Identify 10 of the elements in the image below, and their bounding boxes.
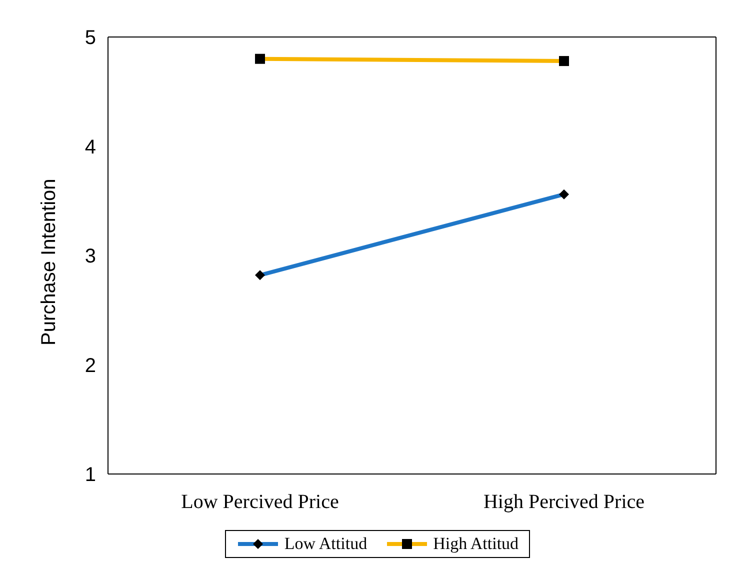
y-tick-label: 1 <box>84 464 96 486</box>
x-tick-label: High Percived Price <box>483 491 645 514</box>
y-tick-label: 2 <box>84 354 96 377</box>
legend-label: Low Attitud <box>284 534 368 554</box>
y-tick-label: 4 <box>84 136 96 158</box>
y-axis-title: Purchase Intention <box>38 178 60 346</box>
x-tick-label: Low Percived Price <box>181 491 339 514</box>
legend-label: High Attitud <box>433 534 519 554</box>
y-tick-label: 3 <box>84 246 96 268</box>
y-tick-label: 5 <box>84 27 96 50</box>
